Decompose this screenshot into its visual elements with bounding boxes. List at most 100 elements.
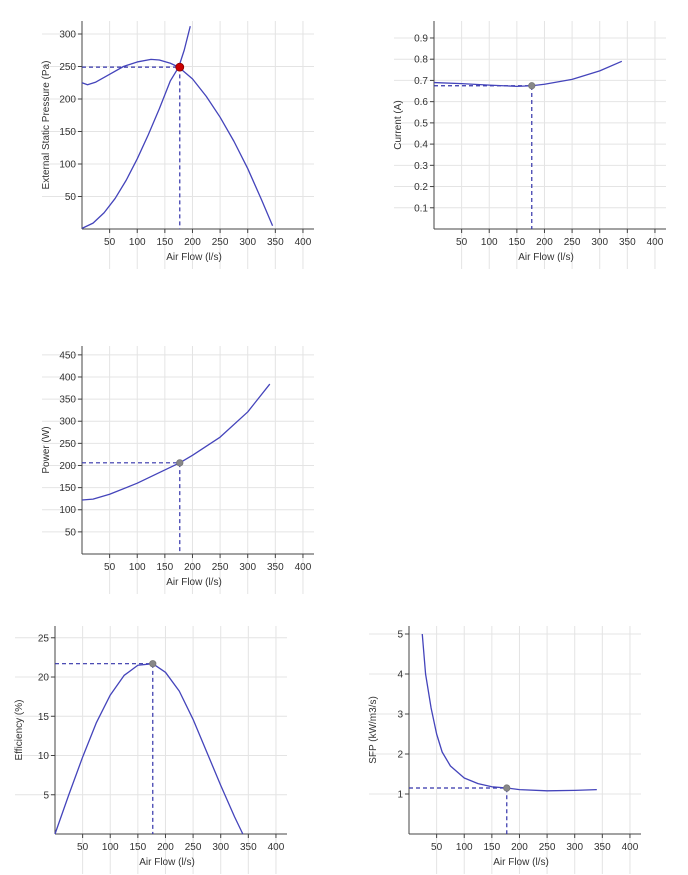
y-tick-label: 5 bbox=[43, 790, 49, 801]
y-tick-label: 0.4 bbox=[414, 140, 428, 151]
y-tick-label: 10 bbox=[38, 751, 50, 762]
x-tick-label: 100 bbox=[456, 842, 473, 853]
x-axis-label: Air Flow (l/s) bbox=[139, 857, 195, 868]
x-tick-label: 250 bbox=[185, 842, 202, 853]
x-tick-label: 100 bbox=[129, 562, 146, 573]
series-line bbox=[433, 60, 623, 88]
x-tick-label: 200 bbox=[536, 237, 553, 248]
y-axis-label: Efficiency (%) bbox=[14, 700, 25, 761]
x-axis-label: Air Flow (l/s) bbox=[493, 857, 549, 868]
x-tick-label: 200 bbox=[157, 842, 174, 853]
y-tick-label: 1 bbox=[397, 790, 403, 801]
x-axis-label: Air Flow (l/s) bbox=[166, 577, 222, 588]
x-tick-label: 150 bbox=[157, 237, 174, 248]
y-axis-label: External Static Pressure (Pa) bbox=[41, 61, 52, 190]
x-tick-label: 350 bbox=[619, 237, 636, 248]
x-tick-label: 400 bbox=[622, 842, 639, 853]
y-axis-label: SFP (kW/m3/s) bbox=[368, 696, 379, 764]
operating-point-marker bbox=[176, 459, 184, 467]
efficiency-chart: 50 100 150 200 250 300 350 400 5 10 15 20 25 Air Flow… bbox=[14, 626, 287, 874]
x-tick-label: 250 bbox=[564, 237, 581, 248]
x-tick-label: 150 bbox=[130, 842, 147, 853]
current-chart: 50 100 150 200 250 300 350 400 0.1 0.2 0.3 0.4 0.5 0.… bbox=[393, 21, 666, 269]
operating-point-guide bbox=[409, 787, 508, 834]
x-tick-label: 400 bbox=[647, 237, 664, 248]
x-tick-label: 250 bbox=[212, 237, 229, 248]
x-tick-label: 350 bbox=[267, 562, 284, 573]
x-axis-label: Air Flow (l/s) bbox=[518, 252, 574, 263]
operating-point-marker bbox=[528, 82, 536, 90]
x-tick-label: 250 bbox=[212, 562, 229, 573]
y-tick-label: 100 bbox=[59, 160, 76, 171]
x-tick-label: 350 bbox=[594, 842, 611, 853]
series-line bbox=[81, 58, 274, 227]
series-line bbox=[54, 663, 244, 835]
operating-point-guide bbox=[55, 663, 154, 834]
x-tick-label: 50 bbox=[431, 842, 443, 853]
x-tick-label: 50 bbox=[77, 842, 89, 853]
y-tick-label: 200 bbox=[59, 461, 76, 472]
operating-point-marker bbox=[175, 62, 185, 72]
y-tick-label: 50 bbox=[65, 192, 77, 203]
y-tick-label: 250 bbox=[59, 62, 76, 73]
y-tick-label: 0.2 bbox=[414, 182, 428, 193]
y-tick-label: 0.1 bbox=[414, 203, 428, 214]
operating-point-marker bbox=[503, 784, 511, 792]
sfp-chart: 50 100 150 200 250 300 350 400 1 2 3 4 5 Air Flow (l/… bbox=[368, 626, 641, 874]
x-tick-label: 400 bbox=[295, 237, 312, 248]
operating-point-marker bbox=[149, 660, 157, 668]
x-tick-label: 50 bbox=[104, 562, 116, 573]
y-tick-label: 300 bbox=[59, 417, 76, 428]
x-tick-label: 100 bbox=[129, 237, 146, 248]
y-tick-label: 300 bbox=[59, 30, 76, 41]
y-tick-label: 250 bbox=[59, 439, 76, 450]
x-tick-label: 200 bbox=[184, 237, 201, 248]
y-tick-label: 15 bbox=[38, 712, 50, 723]
x-tick-label: 50 bbox=[104, 237, 116, 248]
y-tick-label: 20 bbox=[38, 673, 50, 684]
x-tick-label: 300 bbox=[566, 842, 583, 853]
x-tick-label: 300 bbox=[212, 842, 229, 853]
y-tick-label: 0.8 bbox=[414, 55, 428, 66]
x-tick-label: 150 bbox=[509, 237, 526, 248]
y-tick-label: 150 bbox=[59, 127, 76, 138]
y-tick-label: 25 bbox=[38, 633, 50, 644]
x-tick-label: 250 bbox=[539, 842, 556, 853]
operating-point-guide bbox=[82, 66, 181, 229]
y-tick-label: 350 bbox=[59, 395, 76, 406]
x-tick-label: 50 bbox=[456, 237, 468, 248]
series-line bbox=[421, 633, 597, 792]
y-tick-label: 450 bbox=[59, 350, 76, 361]
x-tick-label: 350 bbox=[267, 237, 284, 248]
x-tick-label: 150 bbox=[157, 562, 174, 573]
y-tick-label: 4 bbox=[397, 670, 403, 681]
x-tick-label: 100 bbox=[481, 237, 498, 248]
x-tick-label: 400 bbox=[295, 562, 312, 573]
pressure-chart: 50 100 150 200 250 300 350 400 50 100 150 200 250 300… bbox=[41, 21, 314, 269]
y-tick-label: 150 bbox=[59, 483, 76, 494]
x-tick-label: 400 bbox=[268, 842, 285, 853]
y-axis-label: Power (W) bbox=[41, 426, 52, 473]
x-axis-label: Air Flow (l/s) bbox=[166, 252, 222, 263]
y-tick-label: 3 bbox=[397, 710, 403, 721]
x-tick-label: 150 bbox=[484, 842, 501, 853]
y-tick-label: 5 bbox=[397, 630, 403, 641]
x-tick-label: 300 bbox=[239, 562, 256, 573]
x-tick-label: 300 bbox=[239, 237, 256, 248]
y-tick-label: 0.6 bbox=[414, 97, 428, 108]
y-tick-label: 0.5 bbox=[414, 118, 428, 129]
y-axis-label: Current (A) bbox=[393, 100, 404, 149]
x-tick-label: 350 bbox=[240, 842, 257, 853]
series-line bbox=[81, 383, 271, 501]
y-tick-label: 0.3 bbox=[414, 161, 428, 172]
x-tick-label: 200 bbox=[511, 842, 528, 853]
y-tick-label: 0.9 bbox=[414, 33, 428, 44]
x-tick-label: 100 bbox=[102, 842, 119, 853]
y-tick-label: 200 bbox=[59, 95, 76, 106]
y-tick-label: 50 bbox=[65, 527, 77, 538]
y-tick-label: 100 bbox=[59, 505, 76, 516]
series-line bbox=[81, 26, 191, 229]
y-tick-label: 400 bbox=[59, 372, 76, 383]
x-tick-label: 200 bbox=[184, 562, 201, 573]
power-chart: 50 100 150 200 250 300 350 400 50 100 150 200 250 300… bbox=[41, 346, 314, 594]
